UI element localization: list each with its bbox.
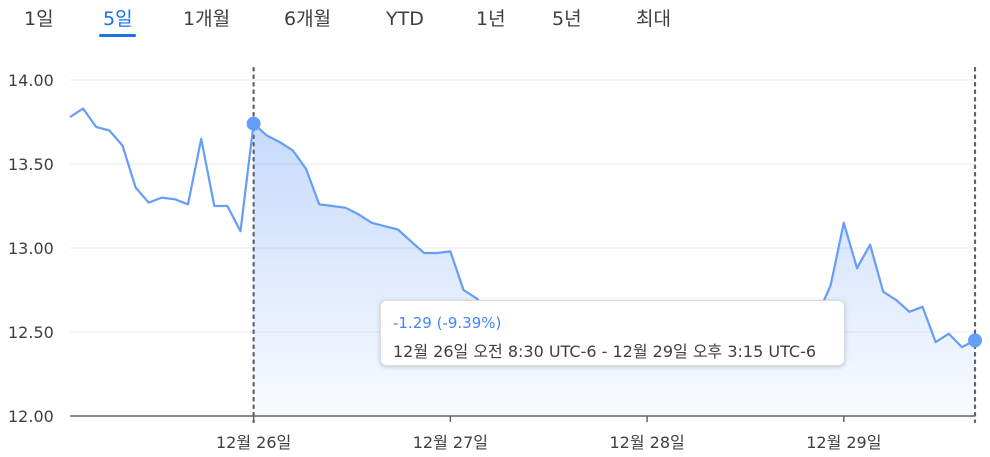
tab-1-year[interactable]: 1년 bbox=[476, 8, 506, 30]
tab-5-years[interactable]: 5년 bbox=[552, 8, 582, 30]
time-range-label: 12월 26일 오전 8:30 UTC-6 - 12월 29일 오후 3:15 … bbox=[393, 342, 817, 361]
selection-end-point bbox=[968, 333, 982, 348]
tab-1-day[interactable]: 1일 bbox=[24, 8, 54, 30]
x-tick-label: 12월 26일 bbox=[216, 433, 291, 452]
price-chart[interactable]: 14.00 13.50 13.00 12.50 12.00 12월 26일 12월 27일 1… bbox=[0, 44, 990, 457]
range-tooltip: -1.29 (-9.39%) 12월 26일 오전 8:30 UTC-6 - 1… bbox=[380, 300, 845, 366]
tab-6-months[interactable]: 6개월 bbox=[284, 8, 332, 30]
tab-max[interactable]: 최대 bbox=[636, 8, 671, 30]
y-tick-label: 13.50 bbox=[8, 155, 54, 174]
tab-ytd[interactable]: YTD bbox=[386, 8, 424, 30]
price-change-label: -1.29 (-9.39%) bbox=[393, 314, 502, 332]
selection-area-fill bbox=[253, 123, 976, 416]
time-range-tabs: 1일 5일 1개월 6개월 YTD 1년 5년 최대 bbox=[0, 0, 990, 44]
x-tick-label: 12월 29일 bbox=[806, 433, 881, 452]
y-tick-label: 12.00 bbox=[8, 407, 54, 426]
active-tab-indicator bbox=[99, 34, 136, 37]
selection-start-point bbox=[246, 116, 261, 131]
y-tick-label: 13.00 bbox=[8, 239, 54, 258]
y-tick-label: 14.00 bbox=[8, 71, 54, 90]
y-tick-label: 12.50 bbox=[8, 323, 54, 342]
tab-5-days[interactable]: 5일 bbox=[103, 8, 133, 30]
tab-1-month[interactable]: 1개월 bbox=[183, 8, 231, 30]
x-tick-label: 12월 28일 bbox=[609, 433, 684, 452]
x-tick-label: 12월 27일 bbox=[413, 433, 488, 452]
